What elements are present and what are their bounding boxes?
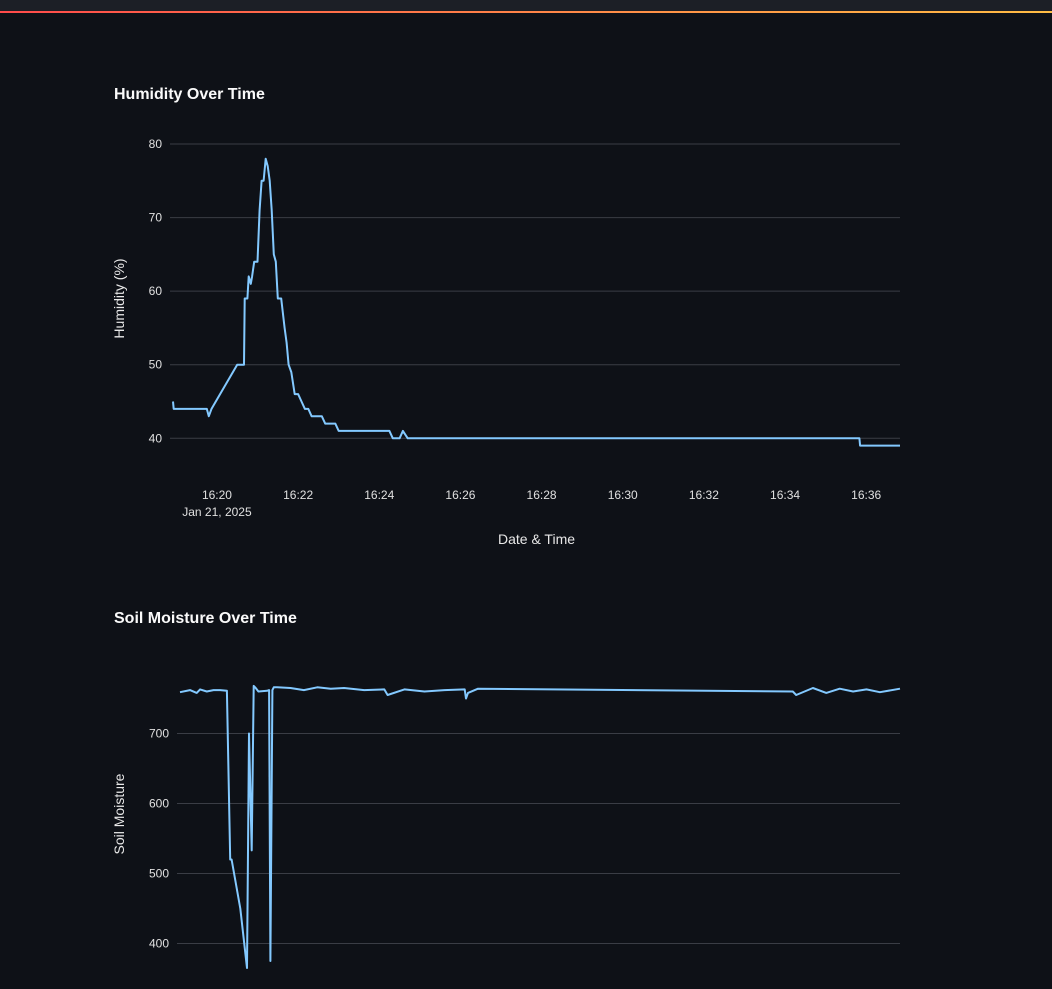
humidity-y-tick-label: 70 bbox=[149, 211, 163, 225]
humidity-x-tick-label: 16:34 bbox=[770, 488, 800, 502]
soil-moisture-y-tick-label: 600 bbox=[149, 797, 169, 811]
soil-moisture-chart-title: Soil Moisture Over Time bbox=[114, 610, 297, 627]
humidity-y-tick-label: 80 bbox=[149, 137, 163, 151]
humidity-chart[interactable]: 40 50 60 70 80 16:20 16:22 16:24 16:26 16:28 16:30… bbox=[0, 130, 1052, 550]
humidity-x-tick-label: 16:26 bbox=[445, 488, 475, 502]
soil-moisture-y-tick-label: 400 bbox=[149, 937, 169, 951]
humidity-x-axis-title: Date & Time bbox=[498, 531, 575, 547]
humidity-x-tick-label: 16:24 bbox=[364, 488, 394, 502]
top-header-bar bbox=[0, 0, 1052, 13]
soil-moisture-y-axis-title: Soil Moisture bbox=[111, 773, 127, 854]
humidity-y-axis-title: Humidity (%) bbox=[111, 258, 127, 338]
humidity-x-date-label: Jan 21, 2025 bbox=[182, 505, 252, 519]
humidity-chart-title: Humidity Over Time bbox=[114, 86, 265, 103]
humidity-series-line bbox=[172, 157, 900, 447]
header-accent-line bbox=[0, 11, 1052, 13]
humidity-x-tick-label: 16:20 bbox=[202, 488, 232, 502]
humidity-x-tick-label: 16:32 bbox=[689, 488, 719, 502]
humidity-y-tick-label: 40 bbox=[149, 431, 163, 445]
humidity-y-tick-label: 50 bbox=[149, 358, 163, 372]
humidity-x-tick-label: 16:22 bbox=[283, 488, 313, 502]
soil-moisture-y-tick-label: 700 bbox=[149, 727, 169, 741]
humidity-x-tick-label: 16:30 bbox=[608, 488, 638, 502]
soil-moisture-series-line bbox=[179, 684, 901, 969]
soil-moisture-chart[interactable]: 400 500 600 700 Soil Moisture bbox=[0, 650, 1052, 989]
humidity-x-tick-label: 16:36 bbox=[851, 488, 881, 502]
humidity-y-tick-label: 60 bbox=[149, 284, 163, 298]
humidity-x-tick-label: 16:28 bbox=[527, 488, 557, 502]
soil-moisture-y-tick-label: 500 bbox=[149, 867, 169, 881]
